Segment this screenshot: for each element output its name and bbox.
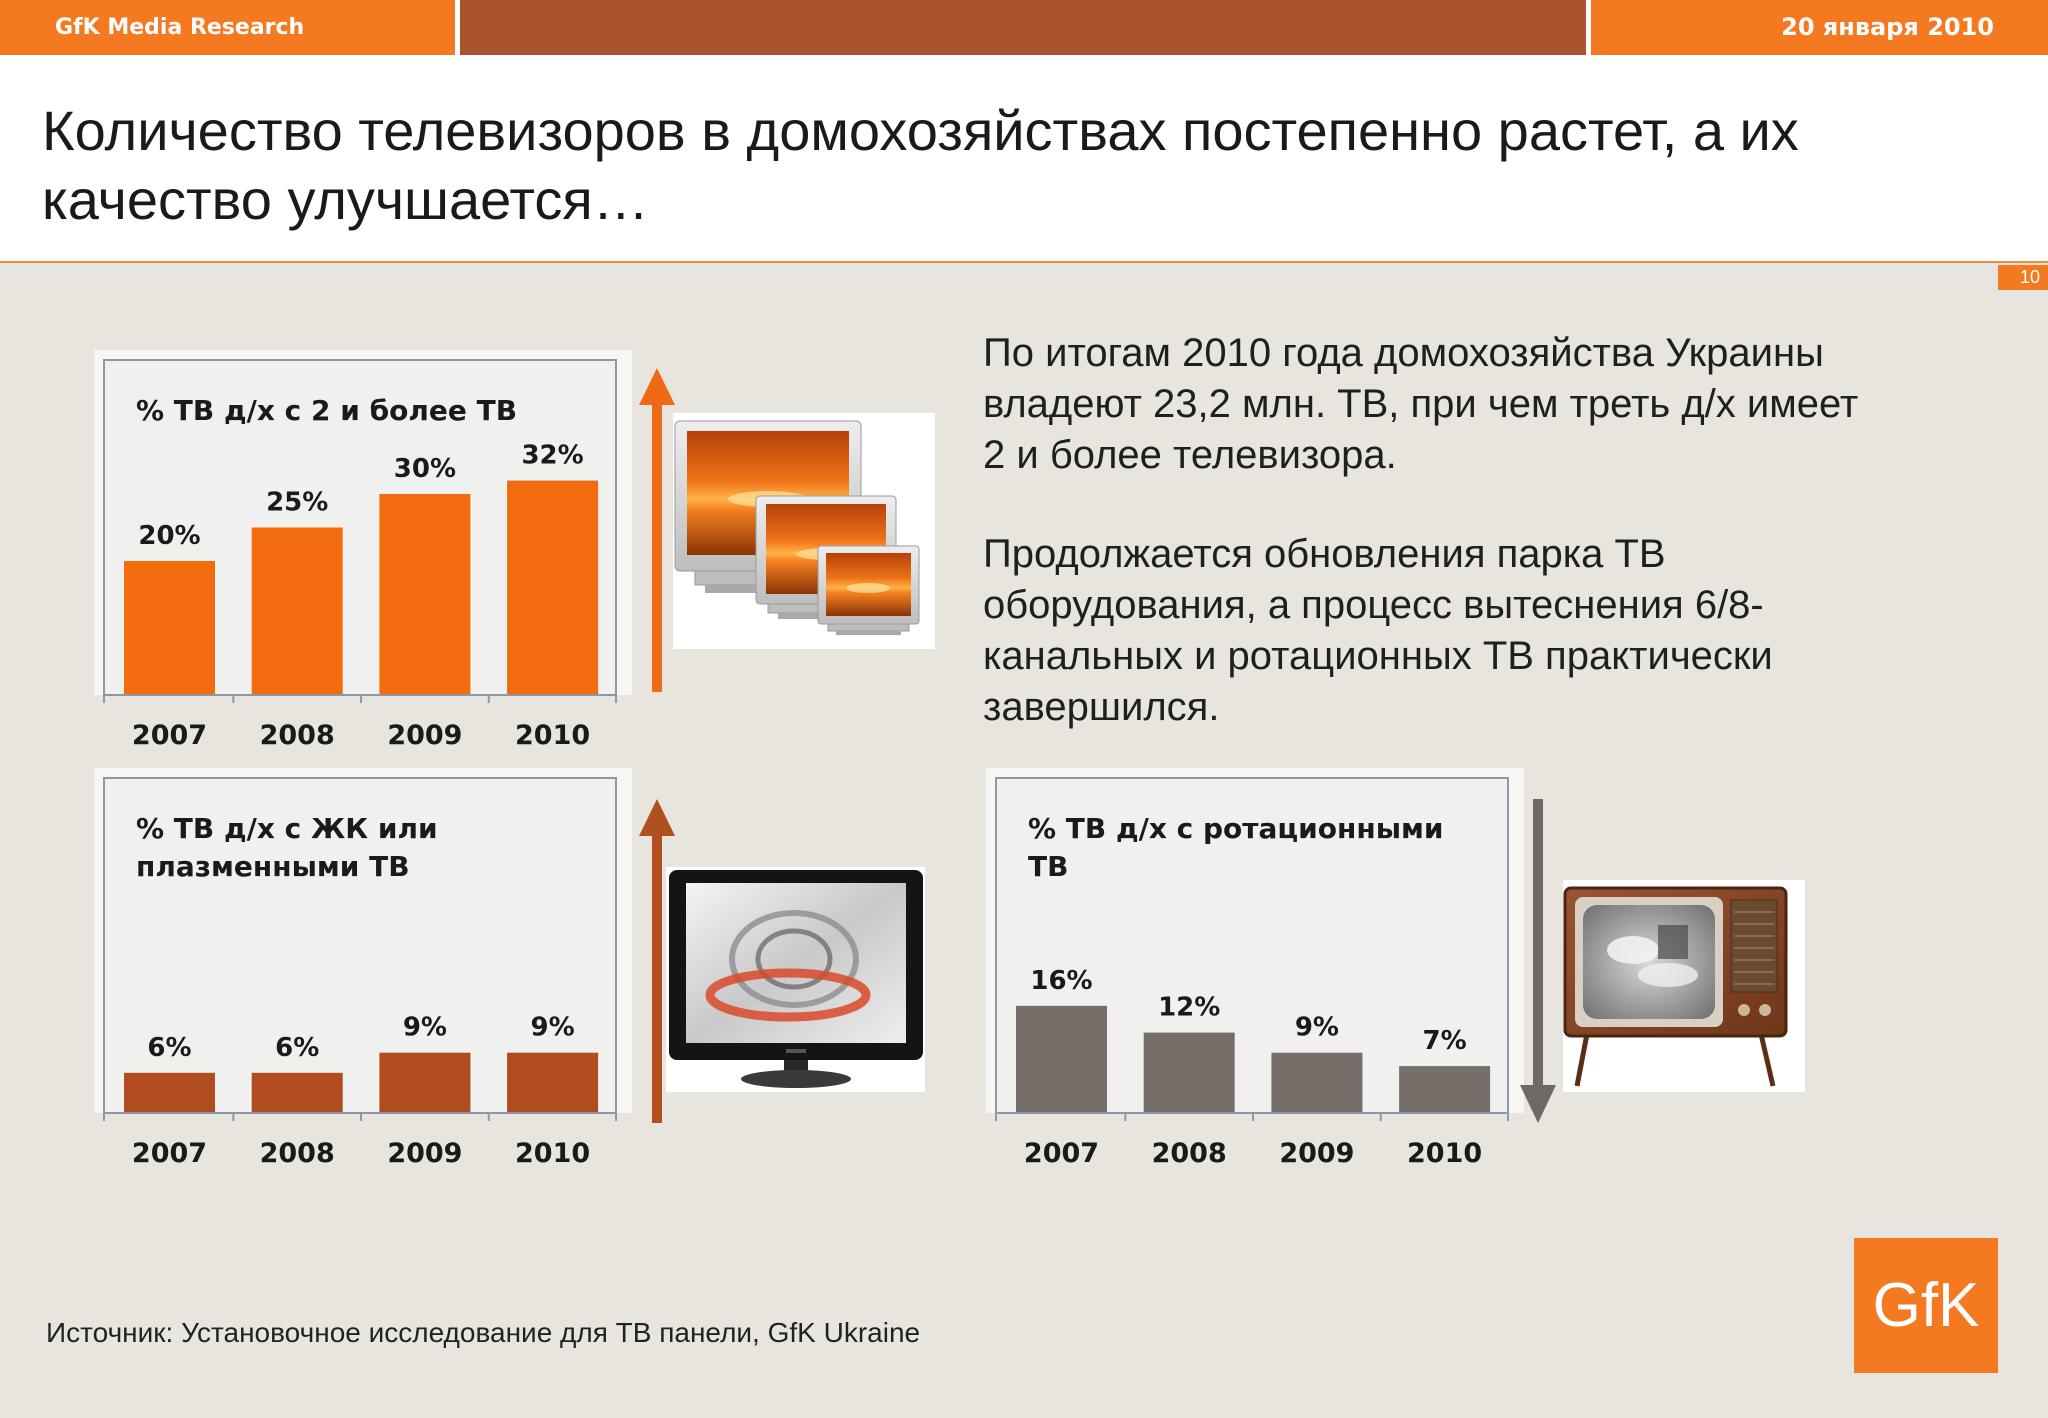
x-tick-label: 2007 bbox=[132, 720, 207, 751]
x-tick-label: 2010 bbox=[515, 720, 590, 751]
crt-tvs-image bbox=[673, 413, 935, 649]
arrow-up-icon bbox=[639, 368, 675, 692]
title-area bbox=[0, 55, 2048, 261]
tv-knob bbox=[1738, 1004, 1750, 1016]
vintage-tv-image bbox=[1563, 880, 1805, 1092]
arrow-head bbox=[639, 799, 675, 836]
x-tick-label: 2008 bbox=[260, 720, 335, 751]
flat-panel-tv-image bbox=[666, 867, 925, 1092]
value-label-2008: 6% bbox=[275, 1033, 319, 1063]
x-tick-label: 2008 bbox=[1152, 1138, 1227, 1169]
x-tick-label: 2010 bbox=[1407, 1138, 1482, 1169]
value-label-2009: 9% bbox=[403, 1013, 447, 1043]
tv-stand-base bbox=[741, 1070, 851, 1088]
x-tick-label: 2009 bbox=[387, 1138, 462, 1169]
x-tick-label: 2008 bbox=[260, 1138, 335, 1169]
x-tick-label: 2010 bbox=[515, 1138, 590, 1169]
bar-2007 bbox=[124, 1072, 215, 1113]
chart-svg: 6% 6% 9% 9% 2007 2008 2009 2010 bbox=[94, 768, 632, 1169]
header-left-segment bbox=[0, 0, 455, 55]
summary-paragraph-1: По итогам 2010 года домохозяйства Украин… bbox=[983, 331, 1859, 477]
x-tick-label: 2009 bbox=[1279, 1138, 1354, 1169]
x-tick-label: 2009 bbox=[387, 720, 462, 751]
header-middle-segment bbox=[460, 0, 1586, 55]
bar-2008 bbox=[1143, 1032, 1235, 1113]
arrow-shaft bbox=[652, 402, 662, 692]
header-brand: GfK Media Research bbox=[55, 15, 305, 40]
screen-red-ring bbox=[705, 968, 871, 1022]
screen-sun bbox=[846, 583, 890, 593]
chart-multi-tv-households: 20% 25% 30% 32% 2007 2008 2009 2010 % ТВ д/х с … bbox=[94, 350, 634, 760]
value-label-2007: 20% bbox=[138, 521, 200, 551]
bar-2010 bbox=[507, 1052, 599, 1113]
screen-swirl bbox=[729, 910, 859, 1008]
screen-shape bbox=[1658, 925, 1688, 959]
tv-speaker-grille bbox=[1730, 899, 1778, 993]
arrow-down-icon bbox=[1520, 799, 1556, 1123]
page-number: 10 bbox=[1998, 265, 2048, 290]
bar-2009 bbox=[1271, 1052, 1363, 1113]
bar-2007 bbox=[124, 561, 215, 695]
bar-2008 bbox=[251, 1072, 343, 1113]
slide-title: Количество телевизоров в домохозяйствах … bbox=[42, 99, 1799, 231]
summary-paragraph-2: Продолжается обновления парка ТВ оборудо… bbox=[983, 532, 1773, 729]
screen-snow bbox=[1607, 936, 1659, 964]
arrow-up-icon bbox=[639, 799, 675, 1123]
source-note: Источник: Установочное исследование для … bbox=[46, 1317, 921, 1348]
chart-lcd-plasma-households: 6% 6% 9% 9% 2007 2008 2009 2010 % ТВ д/х с ЖК и… bbox=[94, 768, 634, 1178]
bar-2009 bbox=[379, 494, 471, 695]
value-label-2008: 12% bbox=[1158, 993, 1220, 1023]
bar-2009 bbox=[379, 1052, 471, 1113]
small-crt-tv bbox=[817, 545, 920, 635]
bar-2010 bbox=[507, 480, 599, 695]
chart-svg: 16% 12% 9% 7% 2007 2008 2009 2010 bbox=[986, 768, 1524, 1169]
value-label-2009: 9% bbox=[1295, 1013, 1339, 1043]
bar-2007 bbox=[1016, 1005, 1107, 1113]
tv-leg bbox=[1574, 1033, 1590, 1087]
tv-screen bbox=[1583, 905, 1715, 1019]
tv-feet bbox=[836, 631, 901, 635]
speaker-lines bbox=[1734, 911, 1774, 985]
value-label-2007: 16% bbox=[1030, 966, 1092, 996]
gfk-logo: GfK bbox=[1854, 1238, 1998, 1373]
screen-snow bbox=[1638, 963, 1698, 987]
arrow-head bbox=[1520, 1085, 1556, 1123]
bar-2010 bbox=[1399, 1066, 1491, 1113]
title-divider bbox=[0, 261, 2048, 263]
value-label-2008: 25% bbox=[266, 488, 328, 518]
x-tick-label: 2007 bbox=[1024, 1138, 1099, 1169]
arrow-shaft bbox=[652, 833, 662, 1123]
value-label-2010: 32% bbox=[521, 441, 583, 471]
header-bar: GfK Media Research 20 января 2010 bbox=[0, 0, 2048, 55]
tv-stand-neck bbox=[784, 1058, 808, 1074]
chart-title: % ТВ д/х с 2 и более ТВ bbox=[136, 394, 518, 427]
screen-swirl bbox=[755, 928, 833, 990]
arrow-shaft bbox=[1533, 799, 1543, 1089]
tv-base bbox=[827, 623, 910, 632]
arrow-head bbox=[639, 368, 675, 405]
chart-rotary-tv-households: 16% 12% 9% 7% 2007 2008 2009 2010 % ТВ д/х с ро… bbox=[986, 768, 1526, 1178]
tv-brand-mark bbox=[786, 1049, 806, 1053]
x-tick-label: 2007 bbox=[132, 1138, 207, 1169]
chart-title: % ТВ д/х с ротационными ТВ bbox=[1028, 812, 1444, 883]
value-label-2010: 9% bbox=[531, 1013, 575, 1043]
value-label-2010: 7% bbox=[1423, 1026, 1467, 1056]
chart-title: % ТВ д/х с ЖК или плазменными ТВ bbox=[136, 812, 438, 883]
tv-leg bbox=[1758, 1033, 1776, 1087]
value-label-2009: 30% bbox=[394, 454, 456, 484]
value-label-2007: 6% bbox=[147, 1033, 191, 1063]
header-right-segment bbox=[1591, 0, 2048, 55]
chart-svg: 20% 25% 30% 32% 2007 2008 2009 2010 bbox=[94, 350, 632, 751]
header-date: 20 января 2010 bbox=[1781, 13, 1994, 41]
bar-2008 bbox=[251, 527, 343, 695]
tv-knob bbox=[1759, 1004, 1771, 1016]
